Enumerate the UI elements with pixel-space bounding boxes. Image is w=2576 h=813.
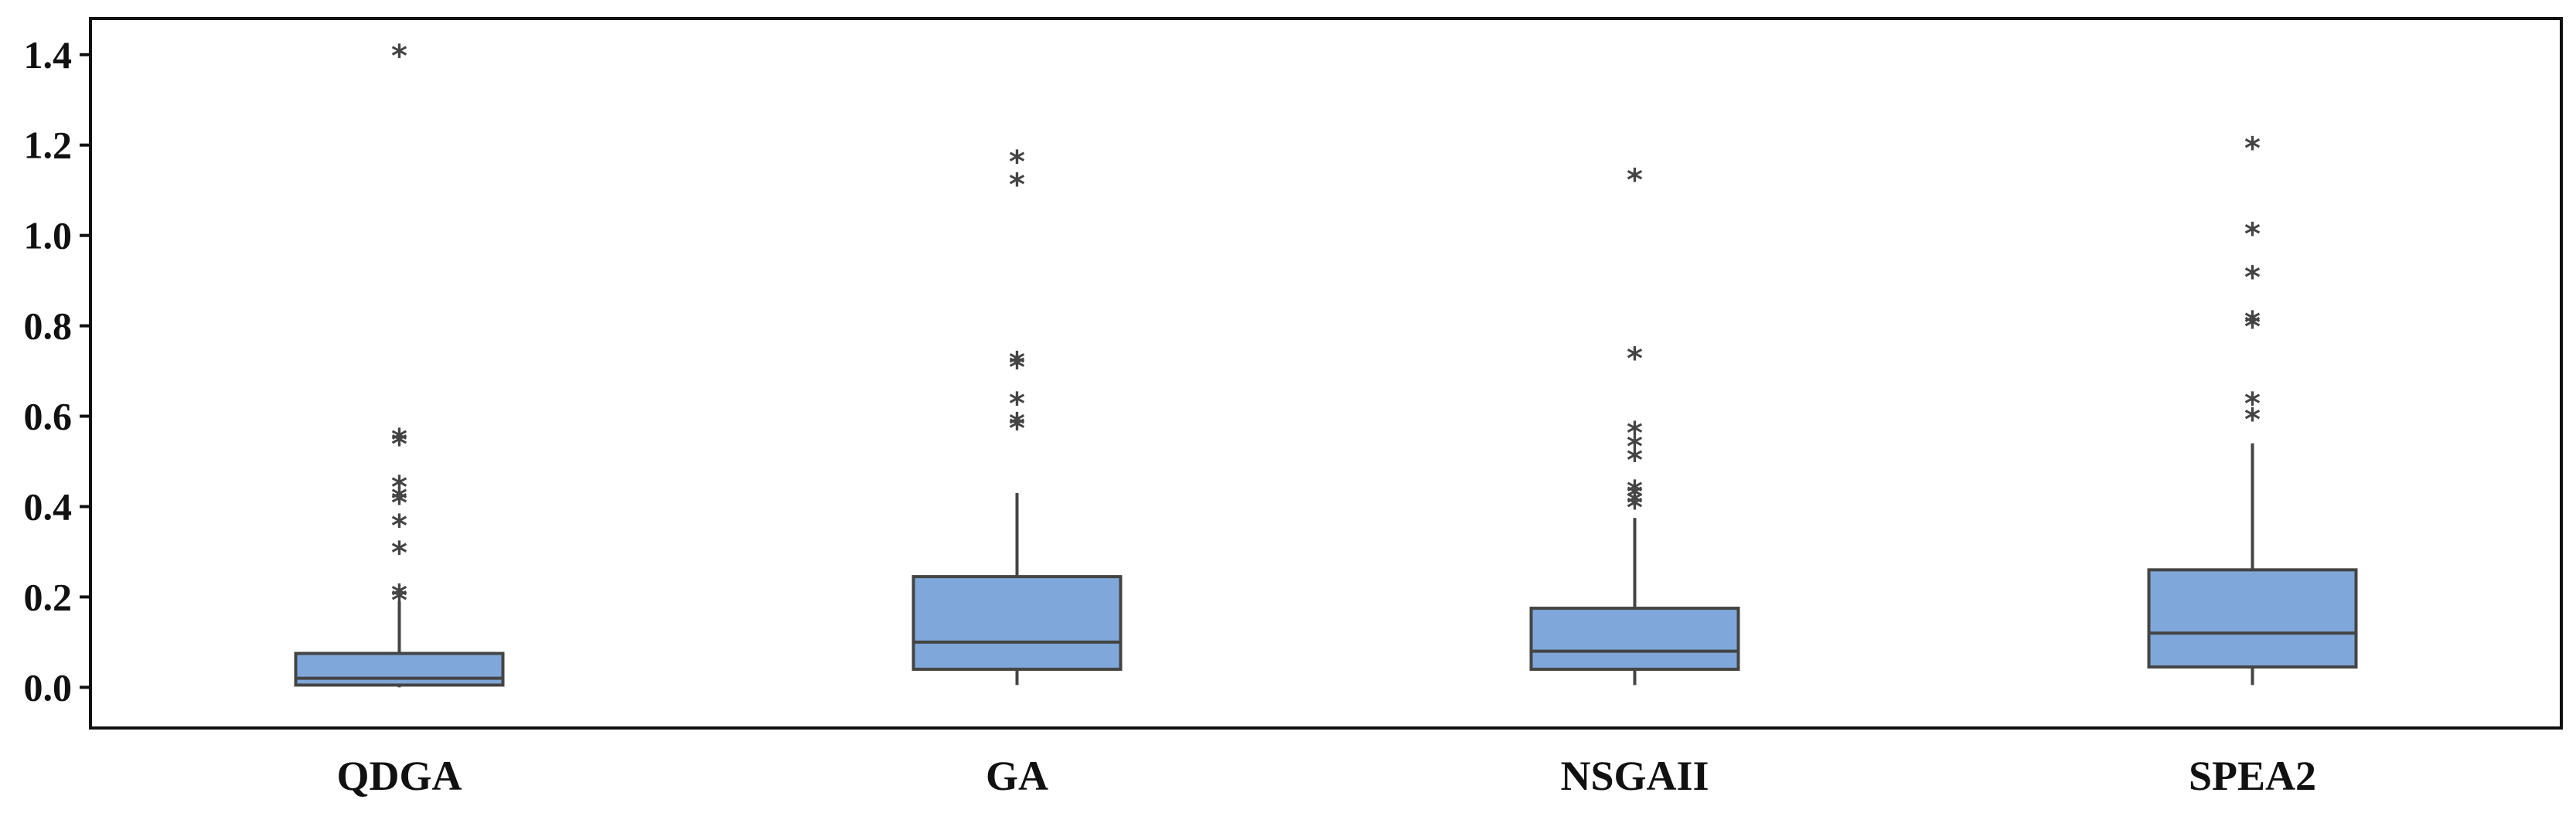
x-category-label: SPEA2 (2189, 753, 2316, 799)
outlier-point: * (391, 536, 407, 571)
plot-frame (89, 17, 2563, 730)
iqr-box (1529, 607, 1740, 671)
outlier-point: * (1009, 386, 1025, 422)
x-category-label: NSGAII (1560, 753, 1709, 799)
outlier-point: * (391, 427, 407, 463)
outlier-point: * (1009, 411, 1025, 447)
x-category-label: GA (986, 753, 1048, 799)
y-tick-label: 0.0 (24, 665, 73, 709)
outlier-point: * (1009, 167, 1025, 202)
outlier-point: * (391, 423, 407, 458)
outlier-point: * (1627, 163, 1643, 199)
outlier-point: * (391, 39, 407, 74)
outlier-point: * (1627, 342, 1643, 377)
outlier-point: * (2244, 217, 2261, 253)
box-series: ********************************* (294, 39, 2358, 688)
y-tick-label: 0.6 (24, 395, 73, 438)
outlier-point: * (1627, 479, 1643, 515)
outlier-point: * (1627, 443, 1643, 478)
outlier-point: * (1627, 475, 1643, 510)
box-group-spea2: ******* (2147, 131, 2358, 685)
outlier-point: * (2244, 260, 2261, 295)
iqr-box (294, 651, 505, 687)
outlier-point: * (2244, 305, 2261, 341)
y-tick-label: 0.4 (24, 485, 73, 528)
y-tick-label: 1.2 (24, 124, 73, 167)
iqr-box (2147, 568, 2358, 669)
y-tick-label: 0.8 (24, 304, 73, 348)
outlier-point: * (391, 509, 407, 544)
y-tick-label: 0.2 (24, 575, 73, 618)
outlier-point: * (391, 470, 407, 505)
outlier-point: * (1009, 345, 1025, 381)
box-group-ga: ******* (911, 145, 1123, 685)
outlier-point: * (391, 583, 407, 618)
outlier-point: * (1009, 145, 1025, 180)
outlier-point: * (1009, 350, 1025, 386)
outlier-point: * (1627, 430, 1643, 465)
box-group-qdga: ********** (294, 39, 505, 688)
outlier-point: * (2244, 131, 2261, 167)
outlier-point: * (1009, 406, 1025, 442)
outlier-point: * (1627, 490, 1643, 526)
outlier-point: * (391, 481, 407, 517)
x-axis: QDGA GA NSGAII SPEA2 (337, 753, 2317, 799)
y-tick-label: 1.4 (24, 33, 73, 77)
outlier-point: * (2244, 386, 2261, 422)
y-tick-label: 1.0 (24, 214, 73, 257)
x-category-label: QDGA (337, 753, 462, 799)
y-axis: 0.0 0.2 0.4 0.6 0.8 1.0 1.2 1.4 (24, 33, 90, 709)
outlier-point: * (391, 486, 407, 522)
outlier-point: * (391, 579, 407, 614)
outlier-point: * (1627, 416, 1643, 451)
iqr-box (911, 575, 1123, 671)
outlier-point: * (1627, 486, 1643, 522)
outlier-point: * (2244, 402, 2261, 437)
box-group-nsgaii: ********* (1529, 163, 1740, 685)
outlier-point: * (2244, 310, 2261, 345)
